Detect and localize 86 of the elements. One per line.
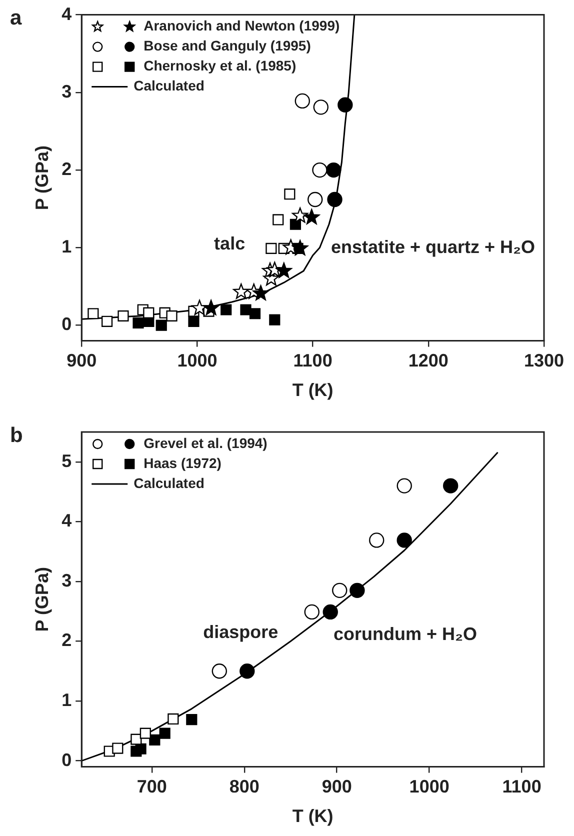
y-axis-title: P (GPa) bbox=[32, 567, 52, 632]
annotation: enstatite + quartz + H₂O bbox=[331, 236, 536, 257]
point bbox=[266, 242, 277, 254]
point bbox=[149, 734, 160, 746]
point bbox=[304, 208, 320, 224]
point bbox=[249, 308, 261, 320]
point bbox=[192, 300, 208, 316]
y-tick-label: 0 bbox=[62, 314, 72, 334]
point bbox=[186, 714, 198, 726]
y-tick-label: 0 bbox=[62, 750, 72, 770]
point bbox=[326, 162, 342, 178]
point bbox=[101, 316, 113, 327]
point bbox=[252, 285, 269, 300]
y-tick-label: 4 bbox=[62, 4, 72, 24]
legend-label: Calculated bbox=[134, 78, 204, 94]
legend-label: Calculated bbox=[134, 474, 204, 491]
y-tick-label: 2 bbox=[62, 630, 72, 650]
point bbox=[156, 320, 167, 331]
point bbox=[166, 310, 178, 322]
point bbox=[308, 192, 323, 208]
x-tick-label: 1000 bbox=[177, 350, 218, 371]
point bbox=[168, 713, 179, 725]
legend-label: Chernosky et al. (1985) bbox=[144, 58, 296, 74]
x-tick-label: 900 bbox=[322, 776, 352, 797]
y-tick-label: 3 bbox=[62, 81, 72, 102]
chart-title: a bbox=[10, 6, 22, 30]
x-tick-label: 700 bbox=[136, 776, 167, 797]
point bbox=[322, 604, 338, 620]
legend-label: Haas (1972) bbox=[144, 454, 222, 471]
annotation: corundum + H₂O bbox=[334, 624, 478, 644]
chart-title: b bbox=[10, 424, 23, 447]
point bbox=[276, 262, 292, 278]
y-tick-label: 1 bbox=[62, 236, 72, 257]
x-tick-label: 1100 bbox=[502, 776, 542, 797]
point bbox=[88, 308, 99, 320]
legend-label: Grevel et al. (1994) bbox=[144, 434, 268, 451]
point bbox=[269, 314, 280, 326]
point bbox=[369, 532, 384, 548]
annotation: diaspore bbox=[203, 622, 278, 642]
point bbox=[143, 307, 154, 318]
point bbox=[240, 304, 252, 316]
point bbox=[284, 188, 296, 200]
point bbox=[332, 582, 348, 598]
x-axis-title: T (K) bbox=[292, 806, 334, 826]
point bbox=[350, 582, 365, 598]
point bbox=[130, 734, 142, 745]
point bbox=[159, 728, 170, 739]
legend-label: Bose and Ganguly (1995) bbox=[144, 38, 311, 54]
point bbox=[118, 310, 129, 322]
point bbox=[132, 317, 144, 328]
x-tick-label: 900 bbox=[66, 350, 97, 371]
point bbox=[396, 478, 412, 494]
x-axis-title: T (K) bbox=[292, 380, 334, 400]
point bbox=[292, 207, 308, 223]
point bbox=[338, 97, 353, 112]
point bbox=[443, 478, 458, 494]
x-tick-label: 1200 bbox=[408, 350, 448, 371]
y-tick-label: 3 bbox=[62, 570, 72, 590]
y-tick-label: 1 bbox=[62, 690, 72, 710]
point bbox=[220, 304, 232, 316]
x-tick-label: 1000 bbox=[409, 776, 450, 797]
point bbox=[188, 316, 200, 327]
y-tick-label: 2 bbox=[62, 159, 72, 180]
y-tick-label: 4 bbox=[62, 510, 72, 531]
legend-label: Aranovich and Newton (1999) bbox=[144, 18, 340, 34]
point bbox=[233, 284, 250, 299]
point bbox=[140, 728, 151, 739]
y-axis-title: P (GPa) bbox=[32, 145, 52, 210]
point bbox=[304, 604, 320, 620]
point bbox=[135, 743, 146, 754]
point bbox=[203, 300, 220, 316]
x-tick-label: 1300 bbox=[524, 350, 564, 371]
point bbox=[112, 742, 124, 754]
point bbox=[327, 192, 342, 208]
point bbox=[272, 214, 284, 226]
point bbox=[240, 664, 255, 679]
point bbox=[292, 240, 308, 256]
point bbox=[212, 664, 228, 679]
x-tick-label: 800 bbox=[229, 776, 260, 797]
y-tick-label: 5 bbox=[62, 450, 72, 471]
x-tick-label: 1100 bbox=[293, 350, 332, 371]
point bbox=[294, 93, 310, 109]
annotation: talc bbox=[214, 234, 246, 254]
point bbox=[312, 162, 328, 178]
point bbox=[313, 100, 328, 115]
point bbox=[396, 532, 412, 548]
